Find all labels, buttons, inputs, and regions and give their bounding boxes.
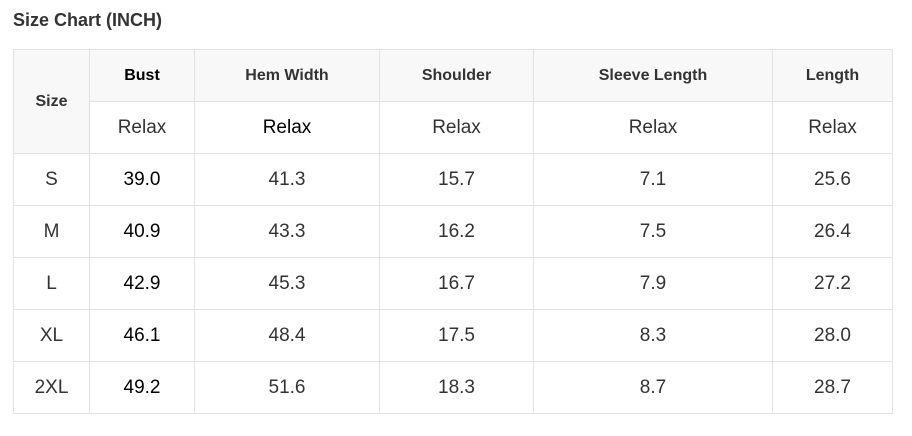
size-cell: 2XL <box>13 361 90 414</box>
size-cell: L <box>13 257 90 310</box>
value-cell: 7.9 <box>533 257 773 310</box>
value-cell: 49.2 <box>89 361 195 414</box>
value-cell: 27.2 <box>772 257 893 310</box>
value-cell: 42.9 <box>89 257 195 310</box>
value-cell: 18.3 <box>379 361 534 414</box>
value-cell: 7.1 <box>533 153 773 206</box>
value-cell: 28.7 <box>772 361 893 414</box>
page-title: Size Chart (INCH) <box>13 10 163 30</box>
value-cell: 43.3 <box>194 205 380 258</box>
table-row: 2XL 49.2 51.6 18.3 8.7 28.7 <box>13 361 893 414</box>
value-cell: 48.4 <box>194 309 380 362</box>
table-row: L 42.9 45.3 16.7 7.9 27.2 <box>13 257 893 310</box>
value-cell: 25.6 <box>772 153 893 206</box>
fit-label: Relax <box>533 101 773 154</box>
value-cell: 28.0 <box>772 309 893 362</box>
fit-label: Relax <box>379 101 534 154</box>
column-header: Bust <box>89 49 195 102</box>
column-header: Sleeve Length <box>533 49 773 102</box>
value-cell: 17.5 <box>379 309 534 362</box>
fit-label: Relax <box>89 101 195 154</box>
column-header: Shoulder <box>379 49 534 102</box>
value-cell: 16.7 <box>379 257 534 310</box>
size-cell: XL <box>13 309 90 362</box>
value-cell: 40.9 <box>89 205 195 258</box>
fit-label: Relax <box>194 101 380 154</box>
table-row: XL 46.1 48.4 17.5 8.3 28.0 <box>13 309 893 362</box>
table-row: M 40.9 43.3 16.2 7.5 26.4 <box>13 205 893 258</box>
fit-label: Relax <box>772 101 893 154</box>
column-header: Hem Width <box>194 49 380 102</box>
value-cell: 8.3 <box>533 309 773 362</box>
value-cell: 26.4 <box>772 205 893 258</box>
value-cell: 45.3 <box>194 257 380 310</box>
value-cell: 39.0 <box>89 153 195 206</box>
value-cell: 15.7 <box>379 153 534 206</box>
value-cell: 16.2 <box>379 205 534 258</box>
table-row: S 39.0 41.3 15.7 7.1 25.6 <box>13 153 893 206</box>
value-cell: 41.3 <box>194 153 380 206</box>
size-cell: S <box>13 153 90 206</box>
size-chart-table: Size Bust Hem Width Shoulder Sleeve Leng… <box>13 49 893 414</box>
column-header: Length <box>772 49 893 102</box>
value-cell: 51.6 <box>194 361 380 414</box>
header-row: Size Bust Hem Width Shoulder Sleeve Leng… <box>13 49 893 154</box>
value-cell: 8.7 <box>533 361 773 414</box>
size-cell: M <box>13 205 90 258</box>
value-cell: 7.5 <box>533 205 773 258</box>
size-header: Size <box>13 49 90 154</box>
fit-row: Relax Relax Relax Relax Relax <box>14 101 893 154</box>
value-cell: 46.1 <box>89 309 195 362</box>
